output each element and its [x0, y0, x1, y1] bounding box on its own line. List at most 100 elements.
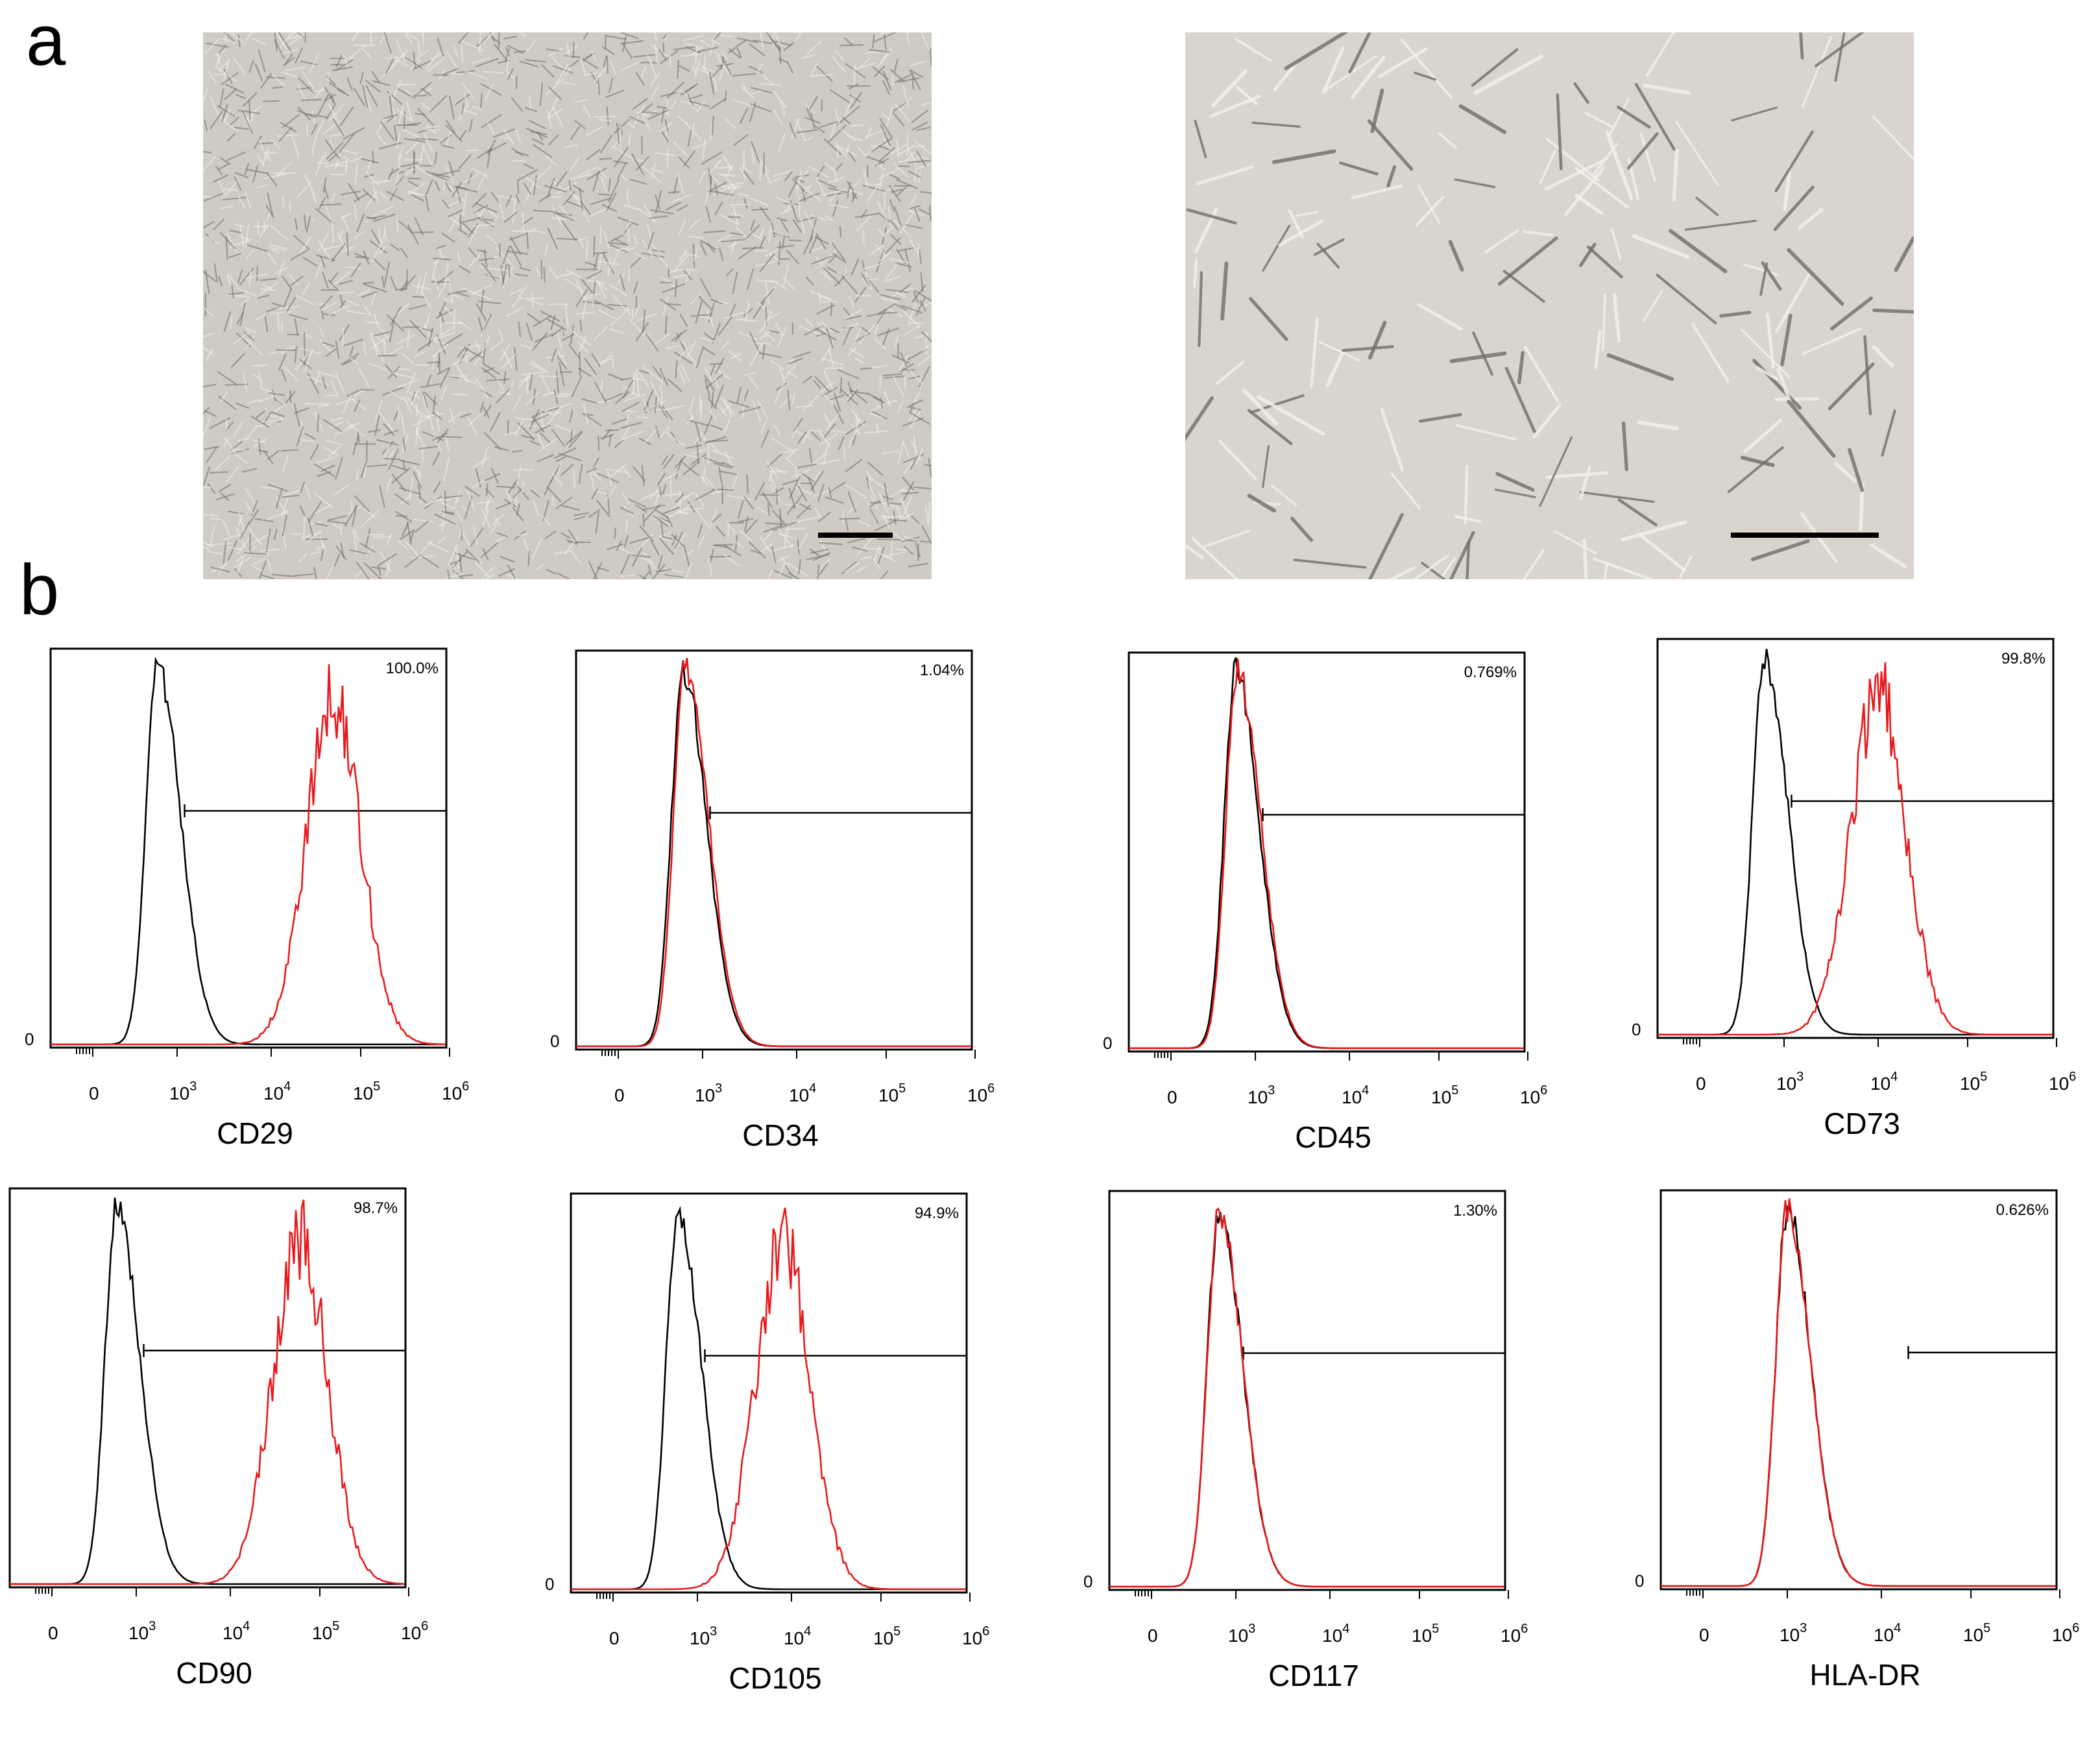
plot-frame: [570, 1192, 968, 1594]
x-tick-label: 105: [878, 1081, 906, 1105]
plot-frame: [8, 1187, 407, 1589]
histogram-plot: 0010310410510698.7%: [8, 1187, 428, 1643]
x-tick-label: 104: [263, 1079, 291, 1103]
isotype-histogram-line: [576, 660, 971, 1048]
marker-label: CD45: [1295, 1120, 1371, 1154]
marker-histogram-line: [1109, 1207, 1504, 1588]
marker-label: HLA-DR: [1809, 1658, 1921, 1692]
x-tick-label: 106: [401, 1619, 428, 1643]
x-tick-label: 0: [1167, 1087, 1177, 1107]
plot-frame: [1656, 638, 2055, 1039]
x-tick-label: 103: [690, 1624, 717, 1648]
plot-frame: [1128, 651, 1526, 1053]
histogram-plot: 0 0 103 104 105 106 0.769%: [1103, 651, 1547, 1107]
histogram-cd105: 0 0 103 104 105 106 94.9%: [545, 1192, 989, 1713]
marker-label: CD105: [729, 1661, 822, 1695]
x-tick-label: 106: [967, 1081, 995, 1105]
plot-frame: [1659, 1189, 2058, 1591]
isotype-histogram-line: [571, 1206, 966, 1591]
gate-percent: 1.30%: [1453, 1202, 1497, 1220]
x-tick-label: 104: [223, 1619, 250, 1643]
marker-histogram-line: [576, 657, 971, 1048]
x-tick-label: 103: [1776, 1070, 1804, 1094]
histogram-cd90: 0010310410510698.7%: [8, 1187, 428, 1707]
x-tick-label: 104: [784, 1624, 811, 1648]
gate-percent: 94.9%: [915, 1205, 959, 1222]
scale-bar: [1731, 533, 1879, 538]
marker-histogram-line: [51, 664, 446, 1046]
marker-histogram-line: [1658, 662, 2053, 1036]
x-tick-label: 105: [353, 1079, 380, 1103]
x-tick-label: 104: [1870, 1070, 1898, 1094]
marker-label: CD117: [1268, 1659, 1359, 1692]
histogram-hla-dr: 0 0 103 104 105 106 0.626%: [1635, 1189, 2079, 1709]
y-tick-label: 0: [1635, 1571, 1644, 1591]
x-tick-label: 103: [695, 1081, 722, 1105]
cell-texture: [1185, 32, 1914, 579]
isotype-histogram-line: [51, 656, 446, 1046]
histogram-plot: 0 0 103 104 105 106 1.04%: [550, 649, 995, 1105]
panel-label-a: a: [26, 1, 66, 80]
x-tick-label: 103: [128, 1619, 156, 1643]
panel-label-b: b: [19, 550, 60, 630]
gate-percent: 1.04%: [920, 662, 964, 679]
histogram-cd34: 0 0 103 104 105 106 1.04%: [550, 649, 995, 1170]
plot-frame: [575, 649, 973, 1051]
y-tick-label: 0: [25, 1029, 34, 1049]
gate-percent: 0.626%: [1996, 1201, 2049, 1219]
y-tick-label: 0: [550, 1031, 559, 1051]
x-tick-label: 103: [1248, 1083, 1275, 1107]
x-tick-label: 104: [1342, 1083, 1369, 1107]
y-tick-label: 0: [1083, 1572, 1092, 1591]
histogram-plot: 0 0 103 104 105 106 99.8%: [1632, 638, 2076, 1094]
y-tick-label: 0: [1632, 1020, 1641, 1039]
x-tick-label: 103: [1780, 1621, 1807, 1645]
x-tick-label: 104: [1322, 1622, 1349, 1646]
gate-percent: 98.7%: [354, 1199, 398, 1217]
isotype-histogram-line: [10, 1197, 405, 1585]
marker-histogram-line: [571, 1207, 966, 1591]
micrograph-sparse-image: [1185, 32, 1914, 579]
isotype-histogram-line: [1658, 649, 2053, 1036]
histogram-plot: 0 0 103 104 105 106 1.30%: [1083, 1190, 1528, 1646]
x-tick-label: 103: [169, 1079, 197, 1103]
x-tick-label: 105: [873, 1624, 900, 1648]
micrograph-confluent-image: [203, 32, 932, 579]
x-tick-label: 0: [1696, 1074, 1706, 1094]
marker-label: CD73: [1824, 1107, 1900, 1140]
x-tick-label: 0: [609, 1628, 620, 1648]
marker-histogram-line: [10, 1199, 405, 1585]
x-tick-label: 105: [1412, 1622, 1439, 1646]
x-tick-label: 106: [442, 1079, 469, 1103]
x-tick-label: 106: [1520, 1083, 1547, 1107]
marker-histogram-line: [1661, 1198, 2056, 1587]
isotype-histogram-line: [1661, 1205, 2056, 1587]
x-tick-label: 106: [2052, 1621, 2079, 1645]
histogram-cd29: 0 0 103 104 105 106 100.0%: [25, 647, 469, 1168]
x-tick-label: 106: [2049, 1070, 2076, 1094]
x-tick-label: 0: [89, 1083, 99, 1103]
x-tick-label: 105: [1431, 1083, 1458, 1107]
histogram-plot: 0 0 103 104 105 106 0.626%: [1635, 1189, 2079, 1645]
marker-label: CD34: [742, 1118, 819, 1152]
histogram-cd73: 0 0 103 104 105 106 99.8%: [1632, 638, 2076, 1158]
x-tick-label: 106: [962, 1624, 989, 1648]
y-tick-label: 0: [1103, 1033, 1112, 1053]
x-tick-label: 0: [48, 1623, 58, 1643]
x-tick-label: 104: [789, 1081, 816, 1105]
marker-label: CD29: [217, 1116, 293, 1150]
histogram-plot: 0 0 103 104 105 106 94.9%: [545, 1192, 989, 1648]
micrograph-sparse: [1185, 32, 1914, 579]
isotype-histogram-line: [1109, 1212, 1504, 1588]
gate-percent: 99.8%: [2001, 650, 2046, 667]
micrograph-confluent: [203, 32, 932, 579]
x-tick-label: 105: [1960, 1070, 1987, 1094]
x-tick-label: 0: [1699, 1625, 1709, 1645]
gate-percent: 100.0%: [386, 660, 439, 677]
marker-histogram-line: [1129, 658, 1524, 1050]
plot-frame: [49, 647, 448, 1049]
x-tick-label: 106: [1501, 1622, 1528, 1646]
marker-label: CD90: [176, 1656, 252, 1690]
histogram-cd45: 0 0 103 104 105 106 0.769%: [1103, 651, 1547, 1172]
isotype-histogram-line: [1129, 657, 1524, 1050]
